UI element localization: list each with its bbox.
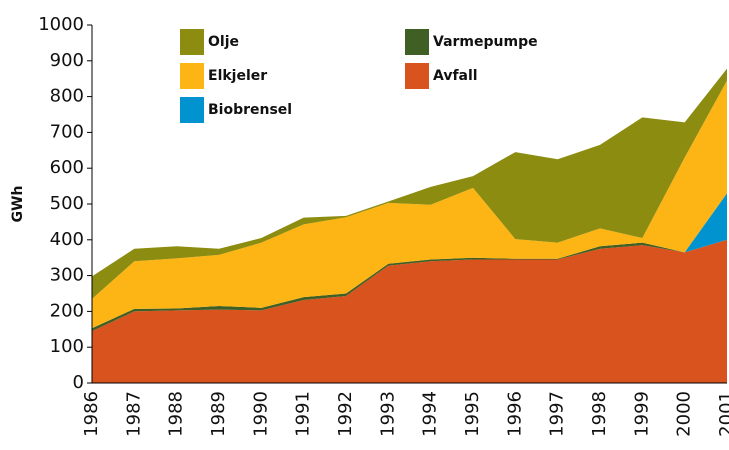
y-tick-label: 700: [50, 121, 84, 142]
legend-swatch: [180, 29, 204, 55]
x-tick-label: 1991: [293, 391, 314, 437]
x-tick-label: 1998: [589, 391, 610, 437]
x-tick-label: 1995: [462, 391, 483, 437]
legend-label: Varmepumpe: [433, 34, 538, 50]
y-tick-label: 400: [50, 229, 84, 250]
x-tick-label: 1987: [123, 391, 144, 437]
area: [92, 80, 727, 329]
legend-label: Olje: [208, 34, 239, 50]
x-tick-label: 1994: [420, 391, 441, 437]
x-tick-label: 1999: [631, 391, 652, 437]
legend-swatch: [180, 63, 204, 89]
area: [92, 239, 727, 332]
x-tick-label: 1997: [547, 391, 568, 437]
legend-swatch: [405, 29, 429, 55]
legend-label: Elkjeler: [208, 68, 267, 84]
x-tick-label: 1988: [166, 391, 187, 437]
x-tick-label: 1986: [81, 391, 102, 437]
y-axis-label: GWh: [10, 186, 26, 223]
x-tick-label: 2000: [674, 391, 695, 437]
legend-swatch: [405, 63, 429, 89]
y-tick-label: 100: [50, 336, 84, 357]
y-tick-label: 300: [50, 265, 84, 286]
area: [92, 239, 727, 383]
x-tick-label: 2001: [716, 391, 729, 437]
y-tick-label: 500: [50, 193, 84, 214]
legend-swatch: [180, 97, 204, 123]
area: [92, 68, 727, 299]
legend-label: Biobrensel: [208, 102, 292, 118]
x-tick-label: 1993: [377, 391, 398, 437]
x-tick-label: 1989: [208, 391, 229, 437]
y-tick-label: 1000: [38, 14, 84, 35]
y-tick-label: 800: [50, 86, 84, 107]
legend-label: Avfall: [433, 68, 478, 84]
x-tick-label: 1996: [504, 391, 525, 437]
y-tick-label: 600: [50, 157, 84, 178]
x-tick-label: 1992: [335, 391, 356, 437]
y-tick-label: 200: [50, 300, 84, 321]
y-tick-label: 900: [50, 50, 84, 71]
y-tick-label: 0: [73, 372, 84, 393]
x-tick-label: 1990: [250, 391, 271, 437]
